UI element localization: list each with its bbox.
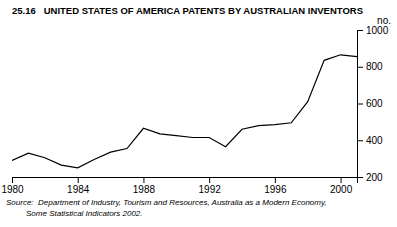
x-tick-label: 2000: [330, 184, 353, 195]
x-tick-mark: [12, 177, 13, 183]
y-tick-label: 800: [366, 61, 383, 72]
x-tick: 1988: [133, 177, 156, 195]
x-tick-mark: [143, 177, 144, 183]
source-note: Source: Department of Industry, Tourism …: [6, 198, 327, 207]
chart: 1980 1984 1988 1992 1996 2000 200 400 600 800 1000…: [0, 0, 397, 227]
x-tick-label: 1984: [67, 184, 90, 195]
x-tick: 2000: [330, 177, 353, 195]
x-tick-mark: [209, 177, 210, 183]
x-tick-mark: [275, 177, 276, 183]
x-tick: 1980: [1, 177, 24, 195]
marks: [12, 55, 357, 168]
x-tick-mark: [78, 177, 79, 183]
y-tick-label: 1000: [366, 25, 389, 36]
title: 25.16 UNITED STATES OF AMERICA PATENTS B…: [12, 5, 363, 16]
y-tick-mark: [357, 177, 363, 178]
source-note: Some Statistical Indicators 2002.: [6, 209, 143, 218]
y-tick-mark: [357, 104, 363, 105]
y-tick-label: 200: [366, 172, 383, 183]
x-tick: 1996: [264, 177, 287, 195]
y-tick: 600: [357, 98, 383, 109]
plot: 1980 1984 1988 1992 1996 2000 200 400 600 800 1000: [1, 25, 388, 195]
y-axis-line: [358, 31, 364, 178]
x-axis-line: [13, 178, 358, 184]
y-tick-label: 600: [366, 98, 383, 109]
x-tick: 1984: [67, 177, 90, 195]
x-tick-label: 1992: [199, 184, 222, 195]
y-tick-mark: [357, 140, 363, 141]
y-tick: 1000: [357, 25, 389, 36]
x-tick-mark: [341, 177, 342, 183]
x-tick: 1992: [199, 177, 222, 195]
series-line: [12, 55, 357, 168]
y-tick-mark: [357, 67, 363, 68]
x-tick-label: 1988: [133, 184, 156, 195]
y-tick-label: 400: [366, 135, 383, 146]
y-label: no.: [377, 15, 391, 26]
y-axis: 200 400 600 800 1000: [357, 25, 389, 183]
x-axis: 1980 1984 1988 1992 1996 2000: [1, 177, 357, 195]
x-tick-label: 1980: [1, 184, 24, 195]
x-tick-label: 1996: [264, 184, 287, 195]
y-tick-mark: [357, 30, 363, 31]
y-tick: 400: [357, 135, 383, 146]
y-tick: 800: [357, 61, 383, 72]
y-tick: 200: [357, 172, 383, 183]
